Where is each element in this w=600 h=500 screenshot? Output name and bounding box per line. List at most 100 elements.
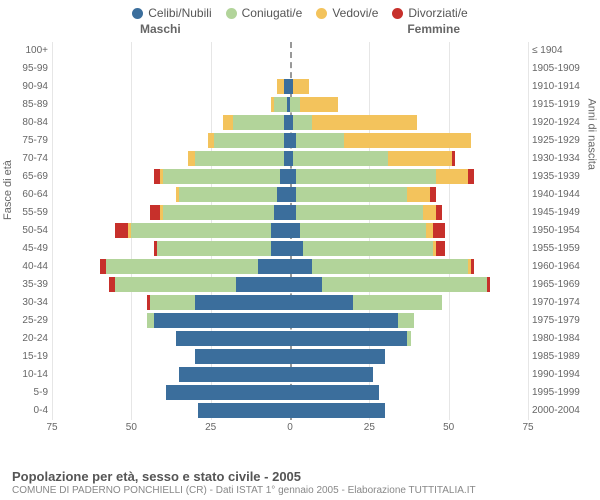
bar-segment (163, 169, 280, 184)
age-label: 45-49 (10, 240, 48, 258)
bar-male (176, 331, 290, 346)
pyramid-row: 80-841920-1924 (52, 114, 528, 132)
bar-segment (300, 97, 338, 112)
bar-segment (290, 367, 373, 382)
pyramid-row: 70-741930-1934 (52, 150, 528, 168)
footer: Popolazione per età, sesso e stato civil… (12, 469, 588, 496)
bar-segment (487, 277, 490, 292)
bar-segment (398, 313, 414, 328)
legend-label: Coniugati/e (242, 6, 303, 20)
bar-female (290, 205, 442, 220)
bar-male (109, 277, 290, 292)
legend-item: Celibi/Nubili (132, 6, 211, 20)
bar-segment (280, 169, 290, 184)
pyramid-row: 25-291975-1979 (52, 312, 528, 330)
x-tick: 50 (443, 422, 454, 433)
bar-male (195, 349, 290, 364)
birth-label: 1965-1969 (532, 276, 592, 294)
bar-segment (195, 151, 284, 166)
male-title: Maschi (140, 22, 181, 36)
age-label: 60-64 (10, 186, 48, 204)
side-titles: Maschi Femmine (0, 20, 600, 36)
bar-female (290, 187, 436, 202)
pyramid-row: 35-391965-1969 (52, 276, 528, 294)
bar-segment (290, 295, 353, 310)
bar-segment (163, 205, 274, 220)
bar-female (290, 151, 455, 166)
birth-label: 1990-1994 (532, 366, 592, 384)
pyramid-row: 75-791925-1929 (52, 132, 528, 150)
bar-segment (353, 295, 442, 310)
bar-segment (296, 205, 423, 220)
bar-female (290, 115, 417, 130)
pyramid-row: 45-491955-1959 (52, 240, 528, 258)
bar-segment (296, 187, 407, 202)
bar-segment (290, 349, 385, 364)
birth-label: 1920-1924 (532, 114, 592, 132)
age-label: 75-79 (10, 132, 48, 150)
bar-segment (195, 349, 290, 364)
age-label: 50-54 (10, 222, 48, 240)
legend: Celibi/NubiliConiugati/eVedovi/eDivorzia… (0, 0, 600, 20)
bar-male (154, 241, 290, 256)
bar-segment (452, 151, 455, 166)
pyramid-chart: Celibi/NubiliConiugati/eVedovi/eDivorzia… (0, 0, 600, 500)
bar-segment (179, 367, 290, 382)
bar-segment (115, 277, 236, 292)
birth-label: 1940-1944 (532, 186, 592, 204)
bar-female (290, 331, 411, 346)
age-label: 20-24 (10, 330, 48, 348)
age-label: 40-44 (10, 258, 48, 276)
bar-segment (290, 385, 379, 400)
legend-dot (132, 8, 143, 19)
bar-female (290, 349, 385, 364)
bar-segment (290, 97, 300, 112)
birth-label: ≤ 1904 (532, 42, 592, 60)
bar-segment (290, 331, 407, 346)
bar-segment (300, 223, 427, 238)
bar-segment (258, 259, 290, 274)
footer-subtitle: COMUNE DI PADERNO PONCHIELLI (CR) - Dati… (12, 485, 588, 496)
bar-segment (436, 241, 446, 256)
bar-segment (290, 313, 398, 328)
chart-area: 100+≤ 190495-991905-190990-941910-191485… (52, 42, 528, 440)
bar-segment (106, 259, 258, 274)
pyramid-row: 65-691935-1939 (52, 168, 528, 186)
bar-male (188, 151, 290, 166)
bar-male (147, 295, 290, 310)
legend-dot (226, 8, 237, 19)
birth-label: 1980-1984 (532, 330, 592, 348)
bar-female (290, 367, 373, 382)
bar-segment (233, 115, 284, 130)
bar-female (290, 385, 379, 400)
bar-segment (296, 133, 344, 148)
pyramid-row: 50-541950-1954 (52, 222, 528, 240)
bar-male (223, 115, 290, 130)
bar-male (166, 385, 290, 400)
bar-segment (312, 259, 467, 274)
age-label: 100+ (10, 42, 48, 60)
bar-segment (312, 115, 417, 130)
pyramid-row: 40-441960-1964 (52, 258, 528, 276)
bar-female (290, 241, 445, 256)
footer-title: Popolazione per età, sesso e stato civil… (12, 469, 588, 484)
age-label: 35-39 (10, 276, 48, 294)
bar-female (290, 277, 490, 292)
birth-label: 1975-1979 (532, 312, 592, 330)
bar-segment (290, 277, 322, 292)
bar-segment (293, 151, 388, 166)
bar-segment (290, 403, 385, 418)
bar-female (290, 133, 471, 148)
bar-segment (214, 133, 284, 148)
birth-label: 1925-1929 (532, 132, 592, 150)
pyramid-row: 90-941910-1914 (52, 78, 528, 96)
birth-label: 1930-1934 (532, 150, 592, 168)
age-label: 80-84 (10, 114, 48, 132)
bar-segment (407, 331, 410, 346)
bar-segment (131, 223, 271, 238)
legend-dot (316, 8, 327, 19)
bar-segment (436, 205, 442, 220)
birth-label: 1915-1919 (532, 96, 592, 114)
age-label: 0-4 (10, 402, 48, 420)
bar-male (271, 97, 290, 112)
